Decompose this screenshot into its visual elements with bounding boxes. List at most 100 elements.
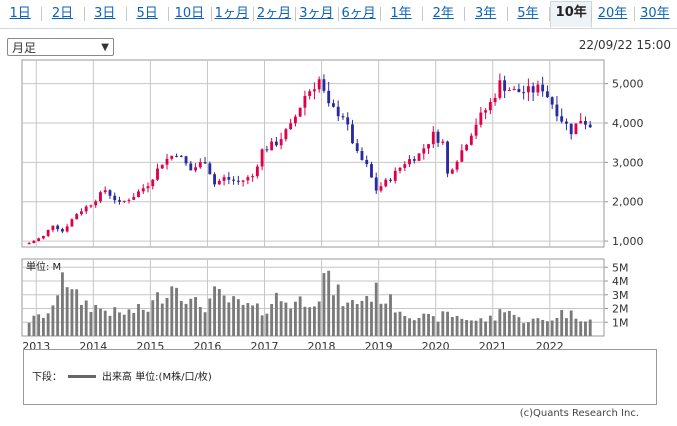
tab-3[interactable]: 5日 [136, 6, 158, 21]
candle-body [70, 219, 74, 227]
tab-separator [210, 7, 212, 21]
volume-bar [213, 286, 216, 336]
volume-bar [341, 306, 345, 336]
candle-body [569, 123, 573, 135]
tab-4[interactable]: 10日 [174, 6, 205, 21]
volume-bar [293, 301, 297, 336]
candle-body [303, 95, 307, 108]
candle-body [32, 240, 36, 244]
legend-prefix: 下段： [32, 372, 62, 383]
volume-bar [184, 303, 188, 336]
volume-bar [303, 306, 307, 336]
candle-body [80, 211, 83, 215]
candle-body [122, 200, 126, 202]
tab-2[interactable]: 3日 [94, 6, 116, 21]
price-tick-label: 1,000 [612, 235, 644, 248]
volume-bar [80, 304, 83, 336]
candle-body [398, 167, 402, 171]
legend-unit: 単位:(M株/口/枚) [135, 372, 212, 383]
candle-body [37, 238, 41, 241]
period-tabs: 1日 2日 3日 5日 10日 1ヶ月 2ヶ月 3ヶ月 6ヶ月 1年 2年 3年 5年 10年 20年 30年 [0, 0, 677, 29]
candle-body [389, 179, 392, 181]
candle-body [255, 166, 259, 177]
candle-body [536, 84, 540, 93]
volume-bar [526, 322, 530, 336]
volume-bar [127, 309, 131, 336]
volume-bar [270, 303, 274, 336]
volume-bar [441, 311, 445, 336]
candle-body [260, 149, 264, 167]
candle-body [137, 191, 140, 198]
volume-bar [346, 302, 350, 336]
volume-bar [236, 299, 240, 336]
volume-bar [374, 282, 378, 336]
candle-body [313, 89, 316, 92]
tab-12[interactable]: 5年 [517, 6, 539, 21]
candle-body [474, 124, 478, 136]
candle-body [560, 116, 564, 122]
volume-bar [51, 305, 55, 336]
tab-13[interactable]: 10年 [550, 1, 593, 28]
candle-body [222, 177, 226, 181]
candle-body [431, 131, 435, 145]
tab-separator [168, 7, 170, 21]
interval-select[interactable]: 月足 ▼ [7, 38, 114, 56]
candle-body [189, 163, 193, 171]
volume-bar [194, 297, 197, 336]
volume-bar [484, 321, 488, 336]
candle-body [351, 124, 354, 144]
volume-bar [260, 315, 264, 336]
tab-14[interactable]: 20年 [597, 6, 628, 21]
volume-bar [122, 314, 126, 336]
tab-11[interactable]: 3年 [474, 6, 497, 21]
candle-body [322, 79, 326, 91]
candle-body [460, 150, 464, 162]
volume-bar [113, 307, 117, 336]
volume-bar [189, 298, 193, 336]
volume-bar [198, 307, 202, 336]
tab-0[interactable]: 1日 [9, 6, 31, 21]
candle-body [84, 206, 88, 212]
tab-6[interactable]: 2ヶ月 [256, 6, 292, 21]
volume-tick-label: 4M [612, 275, 629, 288]
candle-body [170, 155, 174, 159]
candle-body [365, 159, 369, 165]
candle-body [332, 103, 335, 107]
candle-body [141, 188, 145, 192]
candle-body [194, 167, 197, 171]
price-tick-label: 2,000 [612, 196, 644, 209]
tab-15[interactable]: 30年 [640, 6, 670, 21]
volume-bar [108, 315, 112, 336]
candle-body [279, 139, 283, 146]
tab-1[interactable]: 2日 [51, 6, 74, 21]
candle-body [493, 97, 497, 103]
tab-10[interactable]: 2年 [432, 6, 454, 21]
tab-8[interactable]: 6ヶ月 [341, 6, 376, 21]
volume-bar [151, 300, 155, 336]
volume-tick-label: 3M [612, 289, 629, 302]
volume-bar [588, 319, 592, 336]
volume-bar [32, 315, 36, 336]
tab-5[interactable]: 1ヶ月 [214, 6, 249, 21]
candle-body [374, 177, 378, 191]
candle-body [284, 129, 288, 140]
volume-bar [560, 310, 564, 336]
candle-body [588, 124, 592, 128]
tab-7[interactable]: 3ヶ月 [299, 6, 334, 21]
volume-bar [165, 297, 169, 336]
volume-tick-label: 2M [612, 303, 629, 316]
volume-bar [37, 314, 41, 336]
volume-bar [313, 306, 316, 336]
candle-body [151, 179, 155, 187]
volume-bar [241, 304, 245, 336]
tab-9[interactable]: 1年 [390, 6, 412, 21]
volume-bar [99, 308, 102, 336]
volume-bar [232, 296, 236, 336]
candle-body [446, 141, 449, 174]
volume-bar [274, 292, 278, 336]
candle-body [293, 116, 297, 124]
volume-bar [584, 321, 587, 336]
volume-bar [417, 318, 421, 336]
candle-body [469, 135, 473, 145]
candle-body [488, 102, 492, 111]
